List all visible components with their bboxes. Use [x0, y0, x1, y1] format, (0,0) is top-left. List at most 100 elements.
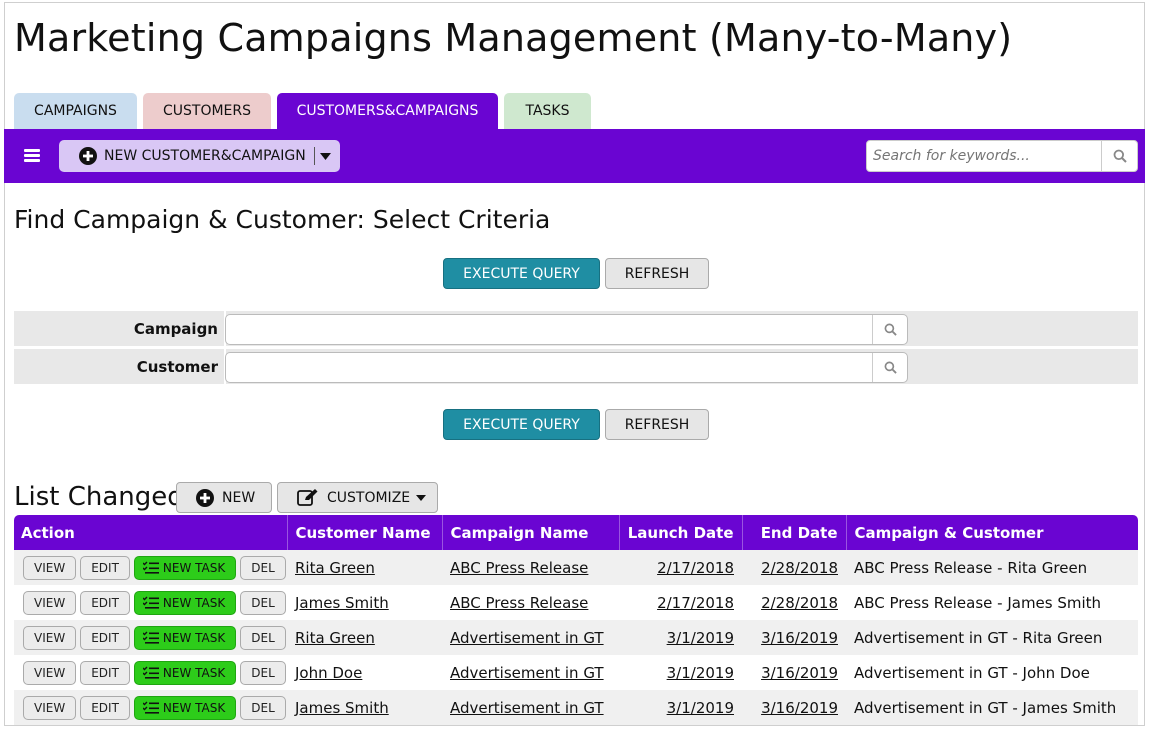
- tab-customers-campaigns[interactable]: CUSTOMERS&CAMPAIGNS: [277, 93, 498, 129]
- execute-query-button[interactable]: EXECUTE QUERY: [443, 409, 600, 440]
- campaign-lookup-button[interactable]: [872, 315, 907, 344]
- search-icon: [1113, 149, 1127, 163]
- campaign-lookup-field[interactable]: [225, 314, 908, 345]
- cell-launch-date: 3/1/2019: [619, 655, 742, 690]
- campaign-label: Campaign: [133, 320, 218, 338]
- customer-link[interactable]: Rita Green: [295, 558, 375, 577]
- launch-date-link[interactable]: 3/1/2019: [666, 663, 734, 682]
- delete-button[interactable]: DEL: [240, 625, 286, 650]
- view-button[interactable]: VIEW: [23, 590, 77, 615]
- customer-link[interactable]: John Doe: [295, 663, 363, 682]
- new-task-button[interactable]: NEW TASK: [133, 660, 237, 685]
- tab-label: CUSTOMERS: [162, 103, 252, 119]
- delete-button[interactable]: DEL: [240, 695, 286, 720]
- cell-end-date: 2/28/2018: [742, 585, 846, 620]
- edit-button[interactable]: EDIT: [80, 590, 130, 615]
- cell-launch-date: 2/17/2018: [619, 550, 742, 585]
- table-row: VIEW EDIT NEW TASK DEL Rita Green Advert…: [14, 620, 1138, 655]
- tab-label: CUSTOMERS&CAMPAIGNS: [296, 103, 479, 119]
- column-header-action: Action: [14, 515, 287, 550]
- edit-button[interactable]: EDIT: [80, 695, 130, 720]
- cell-campaign-customer: ABC Press Release - James Smith: [846, 585, 1138, 620]
- customer-link[interactable]: James Smith: [295, 698, 389, 717]
- task-list-icon: [142, 596, 159, 609]
- launch-date-link[interactable]: 3/1/2019: [666, 698, 734, 717]
- view-button[interactable]: VIEW: [23, 695, 77, 720]
- end-date-link[interactable]: 3/16/2019: [761, 663, 838, 682]
- customer-label: Customer: [136, 358, 218, 376]
- new-button-label: NEW CUSTOMER&CAMPAIGN: [104, 148, 306, 164]
- delete-button[interactable]: DEL: [240, 660, 286, 685]
- launch-date-link[interactable]: 2/17/2018: [657, 558, 734, 577]
- cell-customer-name: Rita Green: [287, 620, 442, 655]
- cell-campaign-customer: Advertisement in GT - Rita Green: [846, 620, 1138, 655]
- customer-lookup-field[interactable]: [225, 352, 908, 383]
- launch-date-link[interactable]: 2/17/2018: [657, 593, 734, 612]
- search-box: [866, 140, 1138, 172]
- tab-tasks[interactable]: TASKS: [504, 93, 591, 129]
- view-button[interactable]: VIEW: [23, 660, 77, 685]
- new-customer-campaign-button[interactable]: NEW CUSTOMER&CAMPAIGN: [59, 140, 340, 172]
- caret-down-icon[interactable]: [319, 152, 331, 160]
- new-task-label: NEW TASK: [162, 560, 226, 575]
- row-actions: VIEW EDIT NEW TASK DEL: [14, 655, 287, 690]
- launch-date-link[interactable]: 3/1/2019: [666, 628, 734, 647]
- edit-button[interactable]: EDIT: [80, 660, 130, 685]
- refresh-button[interactable]: REFRESH: [605, 258, 709, 289]
- edit-button[interactable]: EDIT: [80, 555, 130, 580]
- new-label: NEW: [222, 489, 256, 506]
- view-button[interactable]: VIEW: [23, 625, 77, 650]
- new-task-button[interactable]: NEW TASK: [133, 625, 237, 650]
- cell-end-date: 2/28/2018: [742, 550, 846, 585]
- view-button[interactable]: VIEW: [23, 555, 77, 580]
- end-date-link[interactable]: 3/16/2019: [761, 698, 838, 717]
- column-header-end-date[interactable]: End Date: [741, 515, 846, 550]
- customer-lookup-button[interactable]: [872, 353, 907, 382]
- new-task-label: NEW TASK: [162, 665, 226, 680]
- new-task-button[interactable]: NEW TASK: [133, 590, 237, 615]
- plus-circle-icon: [196, 488, 214, 507]
- column-header-campaign-customer[interactable]: Campaign & Customer: [845, 515, 1138, 550]
- customize-button[interactable]: CUSTOMIZE: [277, 482, 438, 513]
- search-input[interactable]: [867, 141, 1101, 171]
- end-date-link[interactable]: 3/16/2019: [761, 628, 838, 647]
- row-actions: VIEW EDIT NEW TASK DEL: [14, 620, 287, 655]
- action-group: VIEW EDIT NEW TASK DEL: [22, 555, 286, 580]
- criteria-row-customer: Customer: [14, 349, 1138, 384]
- end-date-link[interactable]: 2/28/2018: [761, 593, 838, 612]
- action-group: VIEW EDIT NEW TASK DEL: [22, 625, 286, 650]
- plus-circle-icon: [79, 147, 97, 165]
- customer-link[interactable]: James Smith: [295, 593, 389, 612]
- row-actions: VIEW EDIT NEW TASK DEL: [14, 550, 287, 585]
- campaign-link[interactable]: ABC Press Release: [450, 593, 589, 612]
- list-new-button[interactable]: NEW: [176, 482, 272, 513]
- hamburger-icon[interactable]: [24, 149, 40, 163]
- new-task-button[interactable]: NEW TASK: [133, 695, 237, 720]
- table-header-row: Action Customer Name Campaign Name Launc…: [14, 515, 1138, 550]
- new-task-label: NEW TASK: [162, 630, 226, 645]
- column-header-customer-name[interactable]: Customer Name: [286, 515, 442, 550]
- edit-button[interactable]: EDIT: [80, 625, 130, 650]
- delete-button[interactable]: DEL: [240, 590, 286, 615]
- table-row: VIEW EDIT NEW TASK DEL Rita Green ABC Pr…: [14, 550, 1138, 585]
- campaign-link[interactable]: ABC Press Release: [450, 558, 589, 577]
- new-task-button[interactable]: NEW TASK: [133, 555, 237, 580]
- campaign-link[interactable]: Advertisement in GT: [450, 698, 604, 717]
- cell-launch-date: 3/1/2019: [619, 620, 742, 655]
- customer-link[interactable]: Rita Green: [295, 628, 375, 647]
- campaign-link[interactable]: Advertisement in GT: [450, 663, 604, 682]
- cell-campaign-name: ABC Press Release: [442, 585, 619, 620]
- new-task-label: NEW TASK: [162, 700, 226, 715]
- campaign-link[interactable]: Advertisement in GT: [450, 628, 604, 647]
- refresh-button[interactable]: REFRESH: [605, 409, 709, 440]
- column-header-launch-date[interactable]: Launch Date: [618, 515, 742, 550]
- customize-label: CUSTOMIZE: [327, 489, 411, 506]
- tab-campaigns[interactable]: CAMPAIGNS: [14, 93, 137, 129]
- tab-customers[interactable]: CUSTOMERS: [143, 93, 271, 129]
- search-button[interactable]: [1101, 141, 1137, 171]
- column-header-campaign-name[interactable]: Campaign Name: [441, 515, 619, 550]
- delete-button[interactable]: DEL: [240, 555, 286, 580]
- end-date-link[interactable]: 2/28/2018: [761, 558, 838, 577]
- execute-query-button[interactable]: EXECUTE QUERY: [443, 258, 600, 289]
- action-group: VIEW EDIT NEW TASK DEL: [22, 660, 286, 685]
